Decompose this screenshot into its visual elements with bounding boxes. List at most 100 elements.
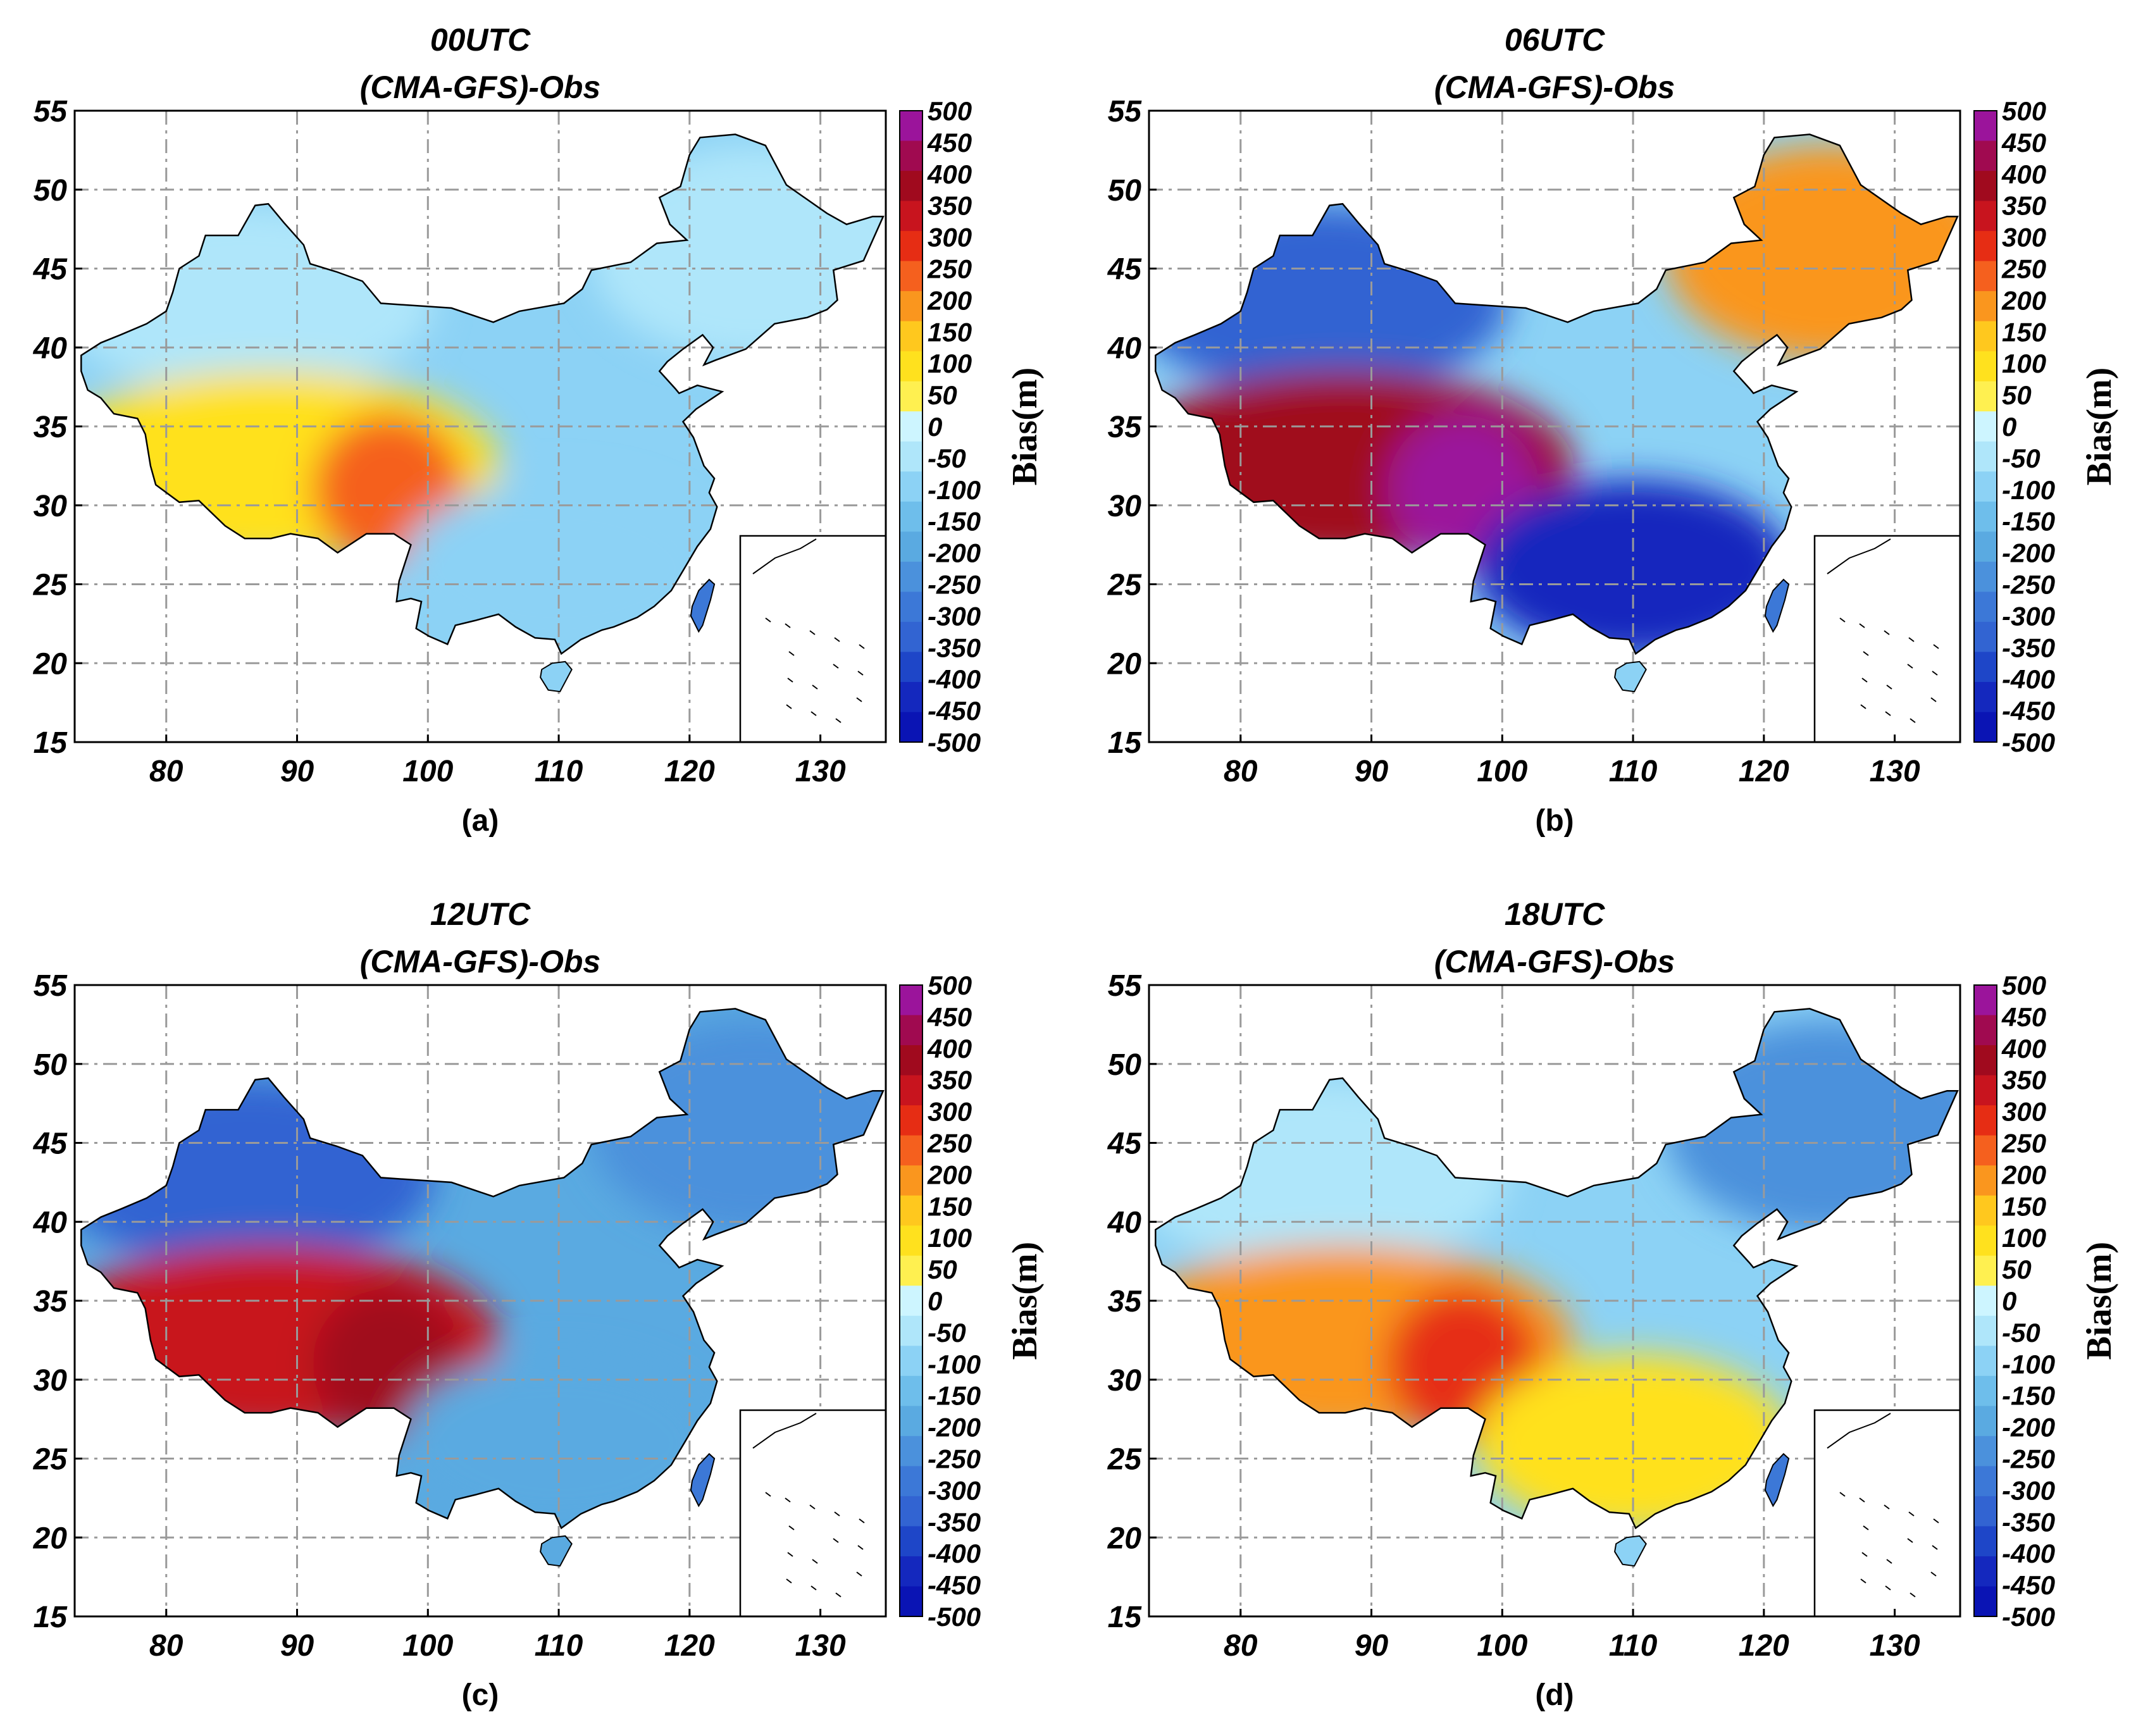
y-tick-label: 45 <box>33 253 68 287</box>
y-tick-label: 50 <box>1108 174 1142 208</box>
colorbar-swatch <box>1974 231 1997 262</box>
colorbar-level: 200 <box>2001 1160 2046 1189</box>
colorbar-swatch <box>900 171 922 202</box>
colorbar-level: 250 <box>2001 254 2046 284</box>
panel-caption: (b) <box>1535 804 1574 838</box>
colorbar-frame <box>899 110 923 743</box>
colorbar-swatch <box>900 1526 922 1557</box>
china-border <box>1155 133 1959 655</box>
colorbar-swatch <box>900 1406 922 1437</box>
inset-island-dash <box>810 1585 817 1590</box>
colorbar-swatch <box>900 351 922 382</box>
colorbar-level: 350 <box>928 1065 972 1095</box>
colorbar-swatch <box>900 1225 922 1256</box>
x-tick-label: 90 <box>1355 755 1389 788</box>
colorbar-swatch <box>900 1015 922 1046</box>
colorbar-swatch <box>900 1255 922 1286</box>
inset-island-dash <box>1839 617 1846 623</box>
colorbar-swatch <box>900 471 922 502</box>
x-tick-label: 90 <box>1355 1629 1389 1663</box>
colorbar-level: -150 <box>928 1381 981 1411</box>
panel-caption: (c) <box>462 1678 499 1712</box>
x-tick-label: 120 <box>1739 1629 1789 1663</box>
colorbar-level: 300 <box>928 223 972 252</box>
y-tick-label: 20 <box>33 1522 68 1555</box>
y-tick-label: 35 <box>34 411 68 444</box>
y-tick-label: 40 <box>33 1206 68 1239</box>
colorbar-level: 150 <box>2002 317 2046 347</box>
x-tick-label: 90 <box>280 1629 314 1663</box>
colorbar-swatch <box>900 1105 922 1136</box>
inset-island-dash <box>787 1552 793 1557</box>
grid-lines <box>75 111 886 742</box>
y-tick-label: 25 <box>33 569 68 602</box>
inset-island-dash <box>1907 1538 1913 1543</box>
colorbar-swatch <box>1974 561 1997 592</box>
panel-title-time: 00UTC <box>430 22 531 58</box>
colorbar-level: 250 <box>2001 1129 2046 1158</box>
panel-c: 12UTC (CMA-GFS)-Obs 55 50 45 40 35 30 25 20 15 80 90… <box>33 896 1045 1712</box>
inset-island-dash <box>786 1578 792 1584</box>
y-tick-label: 55 <box>34 969 68 1003</box>
colorbar-level: -400 <box>928 1539 981 1568</box>
colorbar-swatch <box>1974 1466 1997 1497</box>
colorbar-swatch <box>1974 140 1997 171</box>
colorbar: 500450400350300250200150100500-50-100-15… <box>899 970 1045 1632</box>
x-tick-label: 100 <box>1477 1629 1527 1663</box>
inset-island-dash <box>833 664 839 669</box>
inset-island-dash <box>788 651 795 656</box>
panel-title-diff: (CMA-GFS)-Obs <box>360 944 601 979</box>
colorbar-swatch <box>1974 1526 1997 1557</box>
colorbar-level: -50 <box>928 443 966 473</box>
y-tick-label: 20 <box>1107 647 1142 681</box>
inset-island-dash <box>1907 664 1913 669</box>
colorbar-level: -150 <box>928 507 981 536</box>
y-tick-label: 50 <box>1108 1048 1142 1082</box>
inset-island-dash <box>834 1511 840 1516</box>
colorbar-swatch <box>1974 1586 1997 1617</box>
colorbar-level: 450 <box>927 128 972 158</box>
colorbar-swatch <box>900 531 922 562</box>
inset-island-dash <box>1860 704 1866 709</box>
colorbar-level: 0 <box>928 412 942 442</box>
colorbar-swatch <box>1974 471 1997 502</box>
colorbar-swatch <box>1974 1015 1997 1046</box>
inset-island-dash <box>1863 1525 1869 1530</box>
colorbar-swatch <box>1974 985 1997 1016</box>
colorbar-level: -50 <box>2002 443 2040 473</box>
y-tick-label: 40 <box>33 332 68 365</box>
colorbar-level: -200 <box>2002 1413 2055 1442</box>
colorbar-swatch <box>1974 1075 1997 1106</box>
colorbar-label: Bias(m) <box>1005 1242 1045 1360</box>
colorbar-level: 250 <box>927 254 972 284</box>
colorbar-swatch <box>1974 261 1997 292</box>
colorbar-swatch <box>900 1556 922 1587</box>
china-border <box>80 133 885 655</box>
colorbar-level: 300 <box>2002 223 2046 252</box>
colorbar-level: -250 <box>928 570 981 600</box>
panel-title-diff: (CMA-GFS)-Obs <box>1434 70 1675 105</box>
colorbar-level: 400 <box>927 1034 972 1063</box>
colorbar-level: -350 <box>928 1507 981 1537</box>
x-tick-label: 130 <box>795 755 846 788</box>
colorbar-swatch <box>900 1586 922 1617</box>
colorbar-swatch <box>900 1346 922 1377</box>
inset-island-dash <box>1910 718 1916 723</box>
colorbar-level: 400 <box>2001 1034 2046 1063</box>
colorbar-swatch <box>1974 1286 1997 1317</box>
inset-island-dash <box>1839 1492 1846 1497</box>
panel-title-time: 12UTC <box>430 896 531 932</box>
hainan-island <box>1614 1535 1647 1567</box>
hainan-island <box>1614 660 1647 693</box>
y-tick-label: 55 <box>34 95 68 128</box>
colorbar-frame <box>899 984 923 1617</box>
x-tick-label: 130 <box>1870 755 1920 788</box>
colorbar-swatch <box>900 231 922 262</box>
colorbar-swatch <box>1974 201 1997 232</box>
y-tick-label: 15 <box>34 1601 68 1634</box>
colorbar-level: 150 <box>928 317 972 347</box>
colorbar-level: -100 <box>2002 475 2055 505</box>
colorbar-swatch <box>900 1195 922 1226</box>
inset-coastline <box>752 538 817 574</box>
panel-b: 06UTC (CMA-GFS)-Obs 55 50 45 40 35 30 25 20 15 80 90… <box>1107 22 2119 838</box>
